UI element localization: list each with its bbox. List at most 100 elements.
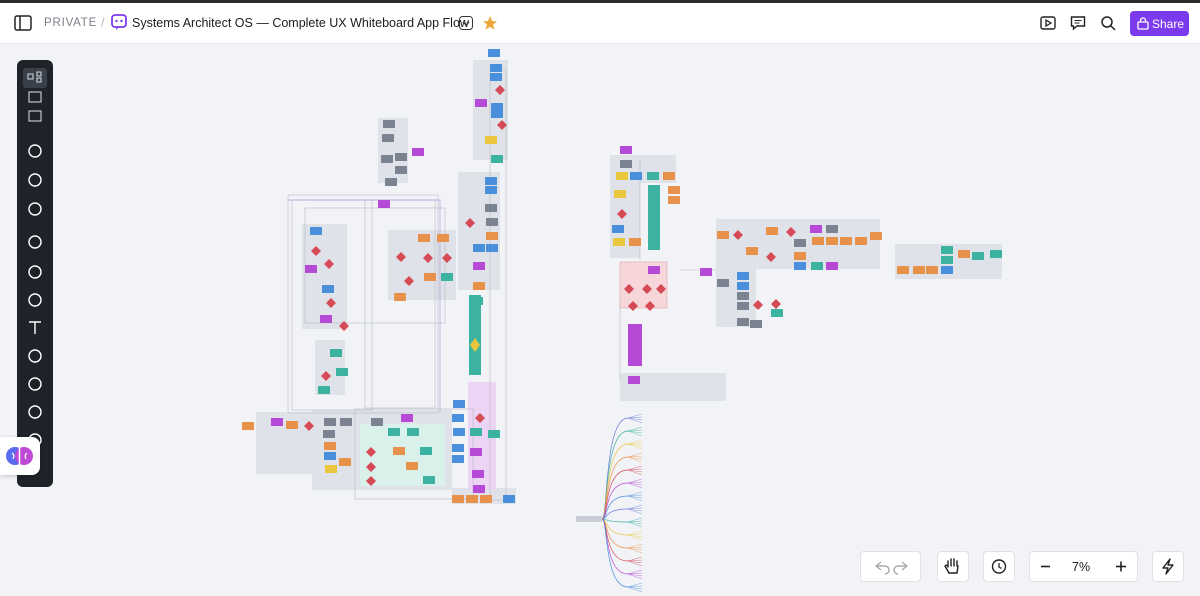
- mindmap-leaf: [627, 543, 643, 549]
- mindmap-leaf: [627, 465, 643, 471]
- left-toolbar: [17, 60, 53, 487]
- process-node: [491, 103, 503, 111]
- mindmap-leaf: [627, 520, 643, 523]
- process-node: [630, 172, 642, 180]
- process-node: [475, 99, 487, 107]
- process-node: [378, 200, 390, 208]
- decision-node: [628, 301, 638, 311]
- group-frame: [302, 224, 347, 329]
- share-button[interactable]: Share: [1130, 11, 1189, 36]
- process-node: [382, 134, 394, 142]
- decision-node: [324, 259, 334, 269]
- sidebar-toggle[interactable]: [14, 15, 32, 31]
- process-node: [470, 448, 482, 456]
- process-node: [485, 204, 497, 212]
- mindmap-leaf: [627, 413, 643, 419]
- tool-icon: [28, 349, 42, 363]
- favorite-star[interactable]: [482, 15, 498, 31]
- process-node: [826, 262, 838, 270]
- process-node: [340, 418, 352, 426]
- process-node: [490, 64, 502, 72]
- mindmap-leaf: [627, 556, 643, 562]
- decision-node: [304, 421, 314, 431]
- mindmap-leaf: [627, 546, 643, 549]
- mindmap-leaf: [627, 439, 643, 445]
- mindmap-leaf: [627, 586, 643, 593]
- quick-actions[interactable]: [1152, 551, 1184, 582]
- process-node: [486, 232, 498, 240]
- mindmap-leaf: [627, 560, 643, 564]
- decision-node: [339, 321, 349, 331]
- process-node: [418, 234, 430, 242]
- mindmap-leaf: [627, 417, 643, 421]
- mindmap-leaf: [627, 482, 643, 489]
- process-node: [441, 273, 453, 281]
- process-node: [990, 250, 1002, 258]
- process-node: [810, 225, 822, 233]
- hand-tool[interactable]: [937, 551, 969, 582]
- process-node: [437, 234, 449, 242]
- process-node: [320, 315, 332, 323]
- zoom-buttons[interactable]: [1030, 552, 1137, 581]
- mindmap-leaf: [627, 456, 643, 460]
- decision-node: [766, 252, 776, 262]
- process-node: [485, 186, 497, 194]
- decision-node: [642, 284, 652, 294]
- decision-node: [617, 209, 627, 219]
- process-node: [913, 266, 925, 274]
- history-button[interactable]: [983, 551, 1015, 582]
- process-node: [388, 428, 400, 436]
- process-node: [826, 225, 838, 233]
- process-node: [339, 458, 351, 466]
- mindmap-leaf: [627, 495, 643, 499]
- undo-redo: [860, 551, 921, 582]
- mindmap-leaf: [627, 507, 643, 510]
- whiteboard-canvas[interactable]: [0, 44, 1200, 596]
- process-node: [286, 421, 298, 429]
- decision-node: [366, 447, 376, 457]
- mindmap-leaf: [627, 533, 643, 536]
- title-dropdown[interactable]: [459, 16, 473, 30]
- comments-button[interactable]: [1070, 15, 1086, 31]
- process-node: [412, 148, 424, 156]
- process-node: [794, 252, 806, 260]
- mindmap-branch: [601, 518, 629, 523]
- mindmap-leaf: [627, 417, 643, 424]
- mindmap-leaf: [627, 521, 643, 528]
- process-node: [453, 400, 465, 408]
- mindmap-leaf: [627, 426, 643, 432]
- present-button[interactable]: [1040, 15, 1056, 31]
- assistant-avatar[interactable]: [0, 437, 40, 475]
- hand-icon: [944, 558, 959, 574]
- search-button[interactable]: [1100, 15, 1116, 31]
- share-icon: [1137, 17, 1149, 30]
- process-node: [700, 268, 712, 276]
- process-node: [746, 247, 758, 255]
- mindmap-leaf: [627, 534, 643, 538]
- process-node: [737, 302, 749, 310]
- zoom-level: 7%: [1072, 560, 1091, 574]
- decision-node: [366, 462, 376, 472]
- mindmap-leaf: [627, 530, 643, 536]
- process-node: [737, 282, 749, 290]
- undo-redo-icons[interactable]: [861, 552, 922, 581]
- mindmap-leaf: [627, 452, 643, 458]
- process-node: [305, 265, 317, 273]
- group-frame: [716, 269, 756, 327]
- mindmap-leaf: [627, 569, 643, 575]
- board-title[interactable]: Systems Architect OS — Complete UX White…: [132, 16, 469, 30]
- tool-icon: [28, 377, 42, 391]
- lightning-icon: [1162, 558, 1174, 575]
- tool-icon: [28, 405, 42, 419]
- process-node: [941, 246, 953, 254]
- process-node: [614, 190, 626, 198]
- process-node: [452, 444, 464, 452]
- mindmap-leaf: [627, 429, 643, 432]
- mindmap-leaf: [627, 547, 643, 551]
- mindmap-leaf: [627, 585, 643, 588]
- tool-icon: [28, 173, 42, 187]
- process-node: [394, 293, 406, 301]
- decision-node: [656, 284, 666, 294]
- process-node: [897, 266, 909, 274]
- process-node: [612, 225, 624, 233]
